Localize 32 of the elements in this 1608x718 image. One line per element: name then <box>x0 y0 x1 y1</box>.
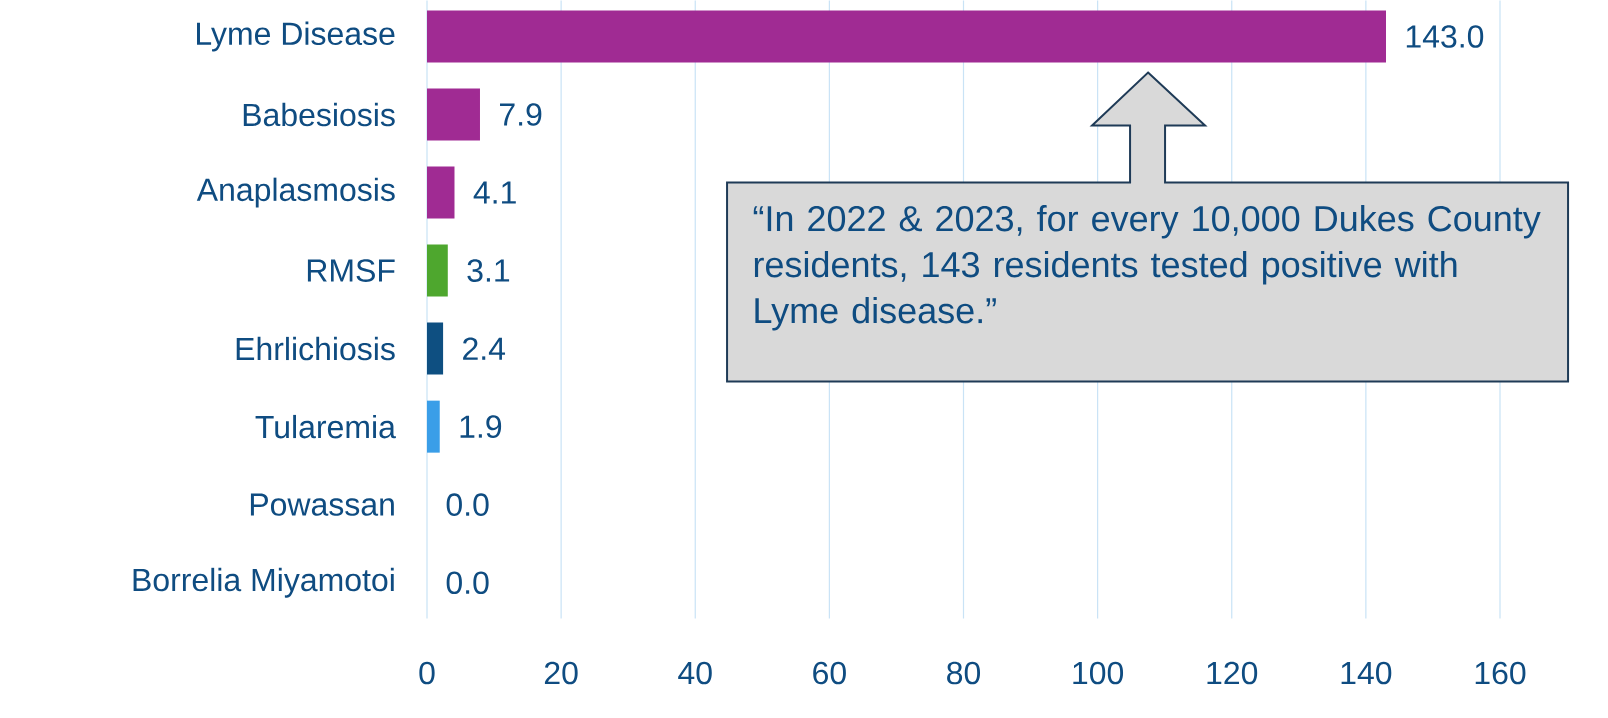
data-label: 7.9 <box>500 103 542 127</box>
data-label: 1.9 <box>460 415 502 439</box>
y-tick-label: Lyme Disease <box>197 21 395 52</box>
x-tick-label: 0 <box>419 661 435 685</box>
bar <box>427 88 480 141</box>
x-tick-label: 120 <box>1207 661 1258 685</box>
x-tick-label: 100 <box>1073 661 1124 685</box>
bar <box>427 322 444 375</box>
y-tick-label: Ehrlichiosis <box>236 337 395 361</box>
data-label: 2.4 <box>463 337 506 360</box>
x-tick-label: 60 <box>813 661 846 685</box>
y-tick-label: RMSF <box>307 259 395 283</box>
bar <box>427 10 1386 63</box>
x-tick-label: 20 <box>544 661 578 685</box>
y-tick-label: Anaplasmosis <box>196 177 395 208</box>
y-tick-label: Borrelia Miyamotoi <box>133 568 394 598</box>
y-tick-label: Tularemia <box>255 415 396 439</box>
y-tick-label: Powassan <box>250 493 394 517</box>
x-tick-label: 40 <box>678 661 712 685</box>
y-tick-label: Babesiosis <box>243 102 395 127</box>
x-tick-label: 140 <box>1341 661 1392 685</box>
data-label: 143.0 <box>1406 25 1484 49</box>
data-label: 0.0 <box>446 493 489 517</box>
bar <box>427 400 440 453</box>
bar <box>427 166 455 219</box>
data-label: 3.1 <box>467 259 510 283</box>
x-tick-label: 160 <box>1475 661 1526 685</box>
bar <box>427 244 448 297</box>
annotation: “In 2022 & 2023, for every 10,000 Dukes County residents, 143 residents tested positive with Lyme disease.” <box>753 205 1541 331</box>
x-tick-label: 80 <box>947 661 981 685</box>
data-label: 0.0 <box>446 571 489 595</box>
data-label: 4.1 <box>473 181 516 204</box>
